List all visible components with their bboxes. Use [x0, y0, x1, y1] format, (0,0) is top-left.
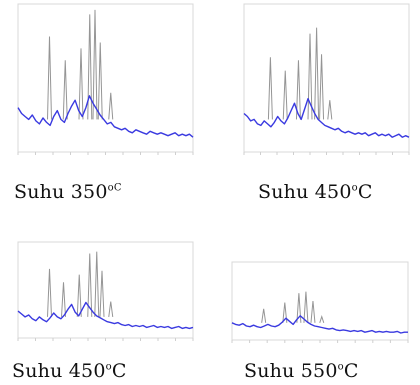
plot-frame	[17, 3, 194, 153]
plot-frame	[231, 261, 409, 341]
peak-line	[61, 282, 66, 317]
peak-line	[267, 57, 273, 120]
caption-1-superscript: oC	[107, 182, 122, 194]
caption-4-superscript: o	[337, 361, 344, 373]
spectrum-line	[17, 301, 194, 330]
chart-panel-3: Suhu 450oC	[12, 238, 197, 385]
plot-frame	[17, 241, 194, 339]
peak-line	[295, 60, 301, 120]
peak-line	[76, 274, 82, 317]
chart-panel-4: Suhu 550oC	[226, 258, 412, 385]
peak-line	[97, 42, 103, 120]
peak-line	[87, 253, 93, 317]
caption-3-suffix: C	[111, 360, 127, 382]
spectrum-plot-1	[17, 3, 194, 155]
peak-line	[303, 291, 309, 323]
peak-line	[108, 92, 114, 120]
chart-panel-2: Suhu 450oC	[238, 0, 413, 230]
plot-frame	[243, 3, 410, 153]
caption-1: Suhu 350oC	[14, 181, 122, 203]
caption-4-suffix: C	[343, 360, 359, 382]
caption-2-suffix: C	[357, 181, 373, 203]
peak-line	[47, 36, 52, 120]
spectrum-plot-3	[17, 241, 194, 341]
caption-2: Suhu 450oC	[258, 181, 373, 203]
spectrum-plot-4	[231, 261, 409, 343]
peak-line	[307, 33, 313, 120]
peak-line	[310, 300, 316, 323]
peak-line	[108, 301, 114, 317]
peak-line	[261, 308, 267, 323]
chart-panel-1: Suhu 350oC	[12, 0, 197, 230]
peak-line	[92, 9, 98, 120]
peak-line	[87, 14, 93, 120]
caption-2-text: Suhu 450	[258, 181, 352, 203]
caption-4-text: Suhu 550	[244, 360, 338, 382]
peak-line	[314, 27, 320, 120]
caption-3-superscript: o	[105, 361, 112, 373]
peak-line	[282, 70, 288, 120]
peak-line	[319, 314, 325, 323]
peak-line	[327, 100, 333, 120]
peak-line	[94, 251, 100, 317]
peak-line	[319, 54, 325, 120]
peak-line	[47, 268, 52, 317]
spectrum-line	[17, 95, 194, 138]
caption-2-superscript: o	[351, 182, 358, 194]
peak-line	[99, 270, 105, 317]
caption-3-text: Suhu 450	[12, 360, 106, 382]
caption-1-text: Suhu 350	[14, 181, 108, 203]
peak-line	[282, 302, 288, 323]
spectrum-line	[243, 97, 410, 138]
caption-3: Suhu 450oC	[12, 360, 127, 382]
spectrum-plot-2	[243, 3, 410, 155]
peak-line	[78, 48, 84, 120]
peak-line	[62, 60, 68, 120]
spectrum-line	[231, 315, 408, 334]
caption-4: Suhu 550oC	[244, 360, 359, 382]
peak-line	[296, 293, 302, 323]
